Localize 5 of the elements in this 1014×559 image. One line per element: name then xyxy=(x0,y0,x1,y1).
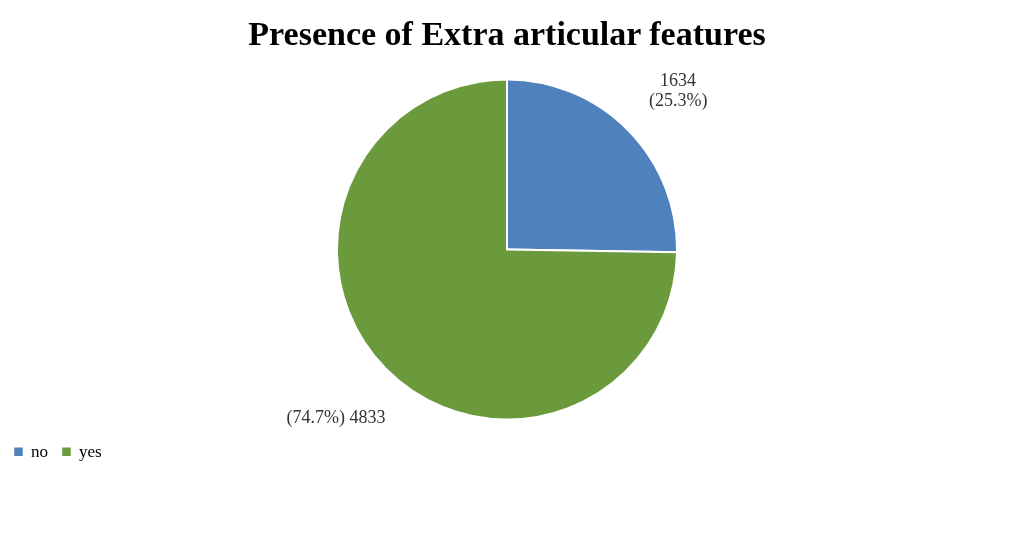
legend-label: no xyxy=(31,441,48,461)
legend-label: yes xyxy=(79,441,102,461)
chart-title: Presence of Extra articular features xyxy=(248,15,766,53)
data-label: (74.7%) 4833 xyxy=(286,406,386,428)
data-label: 1634 (25.3%) xyxy=(648,70,708,112)
